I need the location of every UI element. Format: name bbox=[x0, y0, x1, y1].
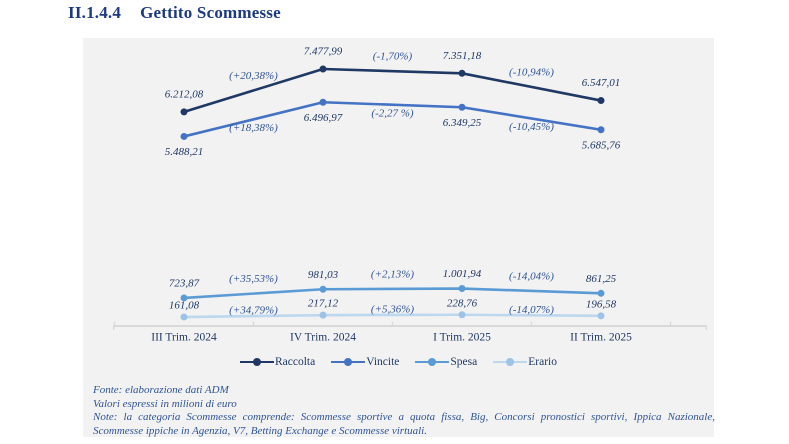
raccolta-point-0 bbox=[180, 108, 188, 116]
vincite-point-1 bbox=[319, 98, 327, 106]
note-valori: Valori espressi in milioni di euro bbox=[93, 397, 237, 410]
erario-point-1 bbox=[319, 311, 327, 319]
raccolta-value-label-2: 7.351,18 bbox=[443, 50, 482, 62]
vincite-value-label-1: 6.496,97 bbox=[304, 112, 343, 124]
vincite-pct-label-1: (-2,27 %) bbox=[371, 107, 413, 119]
legend-marker-raccolta bbox=[240, 357, 274, 367]
legend-label-vincite: Vincite bbox=[366, 356, 400, 368]
raccolta-value-label-3: 6.547,01 bbox=[582, 77, 621, 89]
spesa-pct-label-2: (-14,04%) bbox=[509, 270, 554, 282]
spesa-value-label-0: 723,87 bbox=[169, 277, 200, 289]
legend-item-vincite: Vincite bbox=[331, 356, 399, 368]
legend-label-raccolta: Raccolta bbox=[275, 356, 316, 368]
spesa-line bbox=[182, 287, 603, 300]
erario-point-0 bbox=[180, 313, 188, 321]
vincite-point-3 bbox=[597, 126, 605, 134]
erario-pct-label-2: (-14,07%) bbox=[509, 304, 554, 316]
legend-marker-erario bbox=[493, 357, 528, 367]
erario-value-label-0: 161,08 bbox=[169, 300, 200, 312]
x-axis-label-2: I Trim. 2025 bbox=[433, 332, 491, 344]
legend-item-raccolta: Raccolta bbox=[240, 356, 315, 368]
erario-point-3 bbox=[597, 312, 605, 320]
raccolta-value-label-0: 6.212,08 bbox=[165, 88, 204, 100]
spesa-point-1 bbox=[319, 285, 327, 293]
erario-value-label-2: 228,76 bbox=[447, 297, 478, 309]
spesa-value-label-3: 861,25 bbox=[586, 273, 617, 285]
raccolta-pct-label-2: (-10,94%) bbox=[509, 66, 554, 78]
spesa-pct-label-1: (+2,13%) bbox=[371, 268, 414, 280]
erario-value-label-3: 196,58 bbox=[586, 298, 617, 310]
erario-pct-label-0: (+34,79%) bbox=[229, 305, 278, 317]
legend-label-spesa: Spesa bbox=[450, 356, 478, 368]
erario-value-label-1: 217,12 bbox=[308, 298, 339, 310]
raccolta-line bbox=[182, 67, 603, 114]
chart-legend: Raccolta Vincite Spesa Erario bbox=[83, 356, 714, 368]
spesa-value-label-2: 1.001,94 bbox=[443, 268, 482, 280]
raccolta-point-2 bbox=[458, 69, 466, 77]
vincite-line bbox=[182, 100, 603, 138]
raccolta-value-label-1: 7.477,99 bbox=[304, 46, 343, 58]
legend-label-erario: Erario bbox=[528, 356, 557, 368]
spesa-pct-label-0: (+35,53%) bbox=[229, 273, 278, 285]
vincite-point-0 bbox=[180, 132, 188, 140]
x-axis-label-1: IV Trim. 2024 bbox=[290, 332, 356, 344]
note-fonte: Fonte: elaborazione dati ADM bbox=[93, 384, 229, 396]
chart-panel: III Trim. 2024 IV Trim. 2024 I Trim. 2025 I… bbox=[83, 38, 715, 438]
spesa-point-0 bbox=[180, 294, 188, 302]
erario-point-2 bbox=[458, 311, 466, 319]
vincite-value-label-0: 5.488,21 bbox=[165, 146, 204, 158]
section-number: II.1.4.4 bbox=[68, 3, 122, 22]
legend-item-erario: Erario bbox=[493, 356, 557, 368]
erario-pct-label-1: (+5,36%) bbox=[371, 303, 414, 315]
legend-marker-vincite bbox=[331, 357, 366, 367]
spesa-point-2 bbox=[458, 285, 466, 293]
legend-marker-spesa bbox=[415, 357, 450, 367]
erario-line bbox=[182, 313, 603, 319]
vincite-pct-label-2: (-10,45%) bbox=[509, 121, 554, 133]
raccolta-pct-label-1: (-1,70%) bbox=[373, 51, 413, 63]
chart-notes: Fonte: elaborazione dati ADM Valori espr… bbox=[93, 384, 715, 438]
legend-item-spesa: Spesa bbox=[415, 356, 477, 368]
vincite-point-2 bbox=[458, 103, 466, 111]
vincite-value-label-3: 5.685,76 bbox=[582, 139, 621, 151]
line-chart: III Trim. 2024 IV Trim. 2024 I Trim. 2025 I… bbox=[113, 46, 707, 344]
vincite-value-label-2: 6.349,25 bbox=[443, 117, 482, 129]
page-title: Gettito Scommesse bbox=[140, 3, 281, 22]
spesa-value-label-1: 981,03 bbox=[308, 269, 339, 281]
x-axis-label-3: II Trim. 2025 bbox=[570, 332, 632, 344]
spesa-point-3 bbox=[597, 289, 605, 297]
section-heading: II.1.4.4 Gettito Scommesse bbox=[68, 3, 281, 23]
raccolta-pct-label-0: (+20,38%) bbox=[229, 70, 278, 82]
raccolta-point-3 bbox=[597, 97, 605, 105]
x-axis-label-0: III Trim. 2024 bbox=[151, 332, 217, 344]
vincite-pct-label-0: (+18,38%) bbox=[229, 122, 278, 134]
note-categoria: Note: la categoria Scommesse comprende: … bbox=[93, 411, 715, 437]
raccolta-point-1 bbox=[319, 65, 327, 73]
